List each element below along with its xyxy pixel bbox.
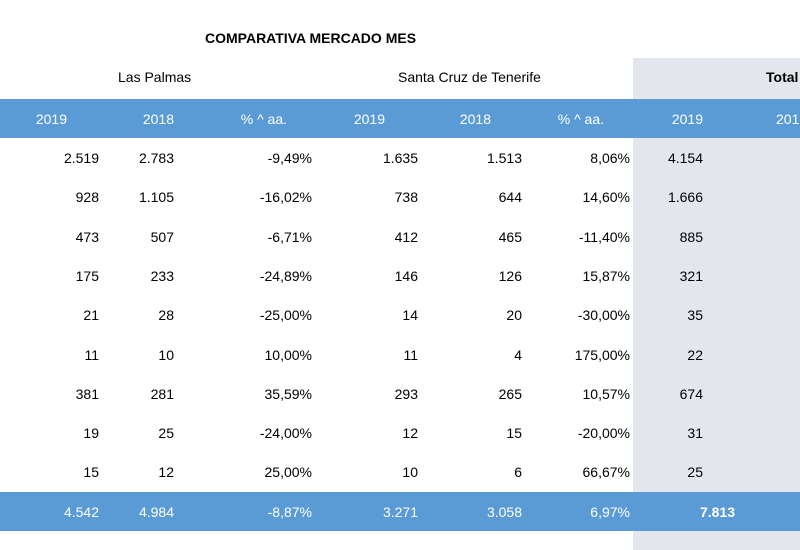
table-header-bar — [0, 99, 800, 138]
group-label-santa-cruz: Santa Cruz de Tenerife — [398, 69, 541, 85]
table-cell: 25 — [687, 464, 703, 480]
table-cell: 25,00% — [264, 464, 312, 480]
table-cell: 674 — [679, 386, 703, 402]
table-cell: 233 — [150, 268, 174, 284]
table-cell: 473 — [75, 229, 99, 245]
table-cell: 21 — [83, 307, 99, 323]
column-header: 2019 — [353, 111, 385, 127]
table-cell: 465 — [498, 229, 522, 245]
table-cell: 20 — [506, 307, 522, 323]
group-label-total: Total — [766, 69, 799, 85]
total-cell: 4.542 — [63, 504, 99, 520]
table-totals-bar — [0, 492, 800, 531]
table-cell: -16,02% — [259, 189, 312, 205]
table-cell: 265 — [498, 386, 522, 402]
page-title: COMPARATIVA MERCADO MES — [205, 30, 417, 46]
column-header: 2019 — [671, 111, 703, 127]
table-cell: -30,00% — [577, 307, 630, 323]
table-cell: 738 — [394, 189, 418, 205]
column-header: % ^ aa. — [557, 111, 604, 127]
table-cell: 175,00% — [574, 347, 630, 363]
table-cell: 507 — [150, 229, 174, 245]
table-cell: 1.666 — [667, 189, 703, 205]
table-cell: 2.519 — [63, 150, 99, 166]
table-cell: 35 — [687, 307, 703, 323]
table-cell: 31 — [687, 425, 703, 441]
column-header: % ^ aa. — [240, 111, 287, 127]
column-header: 2019 — [35, 111, 67, 127]
table-cell: 1.513 — [486, 150, 522, 166]
table-cell: 66,67% — [582, 464, 630, 480]
total-cell: 7.813 — [699, 504, 735, 520]
table-cell: -9,49% — [267, 150, 312, 166]
table-cell: 8,06% — [590, 150, 630, 166]
table-cell: 4.154 — [667, 150, 703, 166]
table-cell: 644 — [498, 189, 522, 205]
table-cell: 1.105 — [138, 189, 174, 205]
total-cell: 4.984 — [138, 504, 174, 520]
table-cell: -25,00% — [259, 307, 312, 323]
table-cell: -24,89% — [259, 268, 312, 284]
table-cell: 14 — [402, 307, 418, 323]
table-cell: 12 — [158, 464, 174, 480]
table-cell: 15 — [83, 464, 99, 480]
total-cell: -8,87% — [267, 504, 312, 520]
table-cell: 293 — [394, 386, 418, 402]
table-cell: 321 — [679, 268, 703, 284]
total-cell: 6,97% — [590, 504, 630, 520]
table-cell: 928 — [75, 189, 99, 205]
table-cell: -6,71% — [267, 229, 312, 245]
table-cell: 15 — [506, 425, 522, 441]
table-cell: 885 — [679, 229, 703, 245]
table-cell: 10 — [402, 464, 418, 480]
table-cell: 10,00% — [264, 347, 312, 363]
table-cell: 146 — [394, 268, 418, 284]
total-column-panel — [633, 58, 800, 550]
table-cell: 412 — [394, 229, 418, 245]
table-cell: 381 — [75, 386, 99, 402]
table-cell: 1.635 — [382, 150, 418, 166]
table-cell: 6 — [514, 464, 522, 480]
table-cell: 28 — [158, 307, 174, 323]
table-cell: 12 — [402, 425, 418, 441]
group-label-las-palmas: Las Palmas — [118, 69, 192, 85]
table-cell: -20,00% — [577, 425, 630, 441]
table-cell: 126 — [498, 268, 522, 284]
total-cell: 3.271 — [382, 504, 418, 520]
table-cell: 14,60% — [582, 189, 630, 205]
table-cell: -11,40% — [578, 229, 630, 245]
total-cell: 3.058 — [486, 504, 522, 520]
table-cell: -24,00% — [259, 425, 312, 441]
table-cell: 19 — [83, 425, 99, 441]
table-cell: 2.783 — [138, 150, 174, 166]
table-cell: 22 — [687, 347, 703, 363]
column-header: 201 — [776, 111, 800, 127]
table-cell: 11 — [84, 347, 99, 363]
table-cell: 35,59% — [264, 386, 312, 402]
table-cell: 15,87% — [582, 268, 630, 284]
table-cell: 175 — [75, 268, 99, 284]
column-header: 2018 — [459, 111, 491, 127]
table-cell: 281 — [150, 386, 174, 402]
table-cell: 10,57% — [582, 386, 630, 402]
table-cell: 4 — [514, 347, 522, 363]
table-cell: 10 — [158, 347, 174, 363]
column-header: 2018 — [142, 111, 174, 127]
table-cell: 25 — [158, 425, 174, 441]
table-cell: 11 — [403, 347, 418, 363]
